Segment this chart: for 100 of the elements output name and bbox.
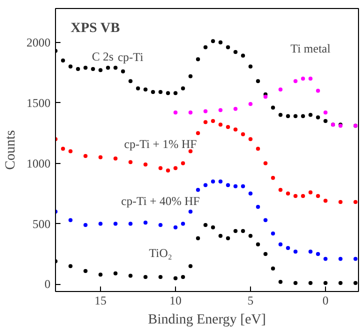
point [84, 222, 88, 227]
point [218, 179, 222, 184]
point [278, 88, 282, 92]
point [278, 112, 282, 117]
point [248, 64, 252, 69]
point [226, 183, 230, 188]
point [294, 281, 298, 286]
point [294, 250, 298, 254]
point [98, 155, 102, 160]
point [196, 57, 200, 62]
point [204, 183, 208, 188]
point [84, 66, 88, 70]
point [241, 229, 245, 234]
point [84, 268, 88, 273]
point [218, 40, 222, 44]
point [218, 234, 222, 238]
point [308, 190, 312, 194]
point [278, 242, 282, 246]
point [301, 114, 305, 118]
point [264, 218, 268, 222]
point [174, 276, 178, 280]
text: Ti metal [290, 42, 332, 56]
x-tick-label: 15 [94, 294, 106, 308]
point [308, 250, 312, 254]
point [256, 204, 260, 209]
point [301, 76, 305, 81]
point [61, 146, 65, 151]
point [196, 188, 200, 192]
point [136, 86, 140, 90]
series-label: cp-Ti [118, 50, 144, 64]
point [271, 176, 275, 180]
point [144, 88, 148, 92]
point [294, 114, 298, 118]
point [188, 74, 192, 78]
point [98, 272, 102, 277]
point [166, 91, 170, 96]
point [188, 110, 192, 115]
point [204, 120, 208, 124]
point [248, 192, 252, 196]
point [286, 246, 290, 250]
point [308, 76, 312, 81]
point [174, 225, 178, 230]
y-tick-label: 2000 [26, 35, 50, 50]
point [61, 58, 65, 62]
point [278, 188, 282, 192]
point [204, 45, 208, 50]
point [338, 281, 342, 286]
point [158, 274, 162, 279]
point [174, 91, 178, 96]
y-tick-label: 1000 [26, 156, 50, 170]
point [166, 168, 170, 173]
point [241, 184, 245, 188]
x-tick-label: 0 [322, 294, 328, 308]
point [68, 218, 72, 222]
point [264, 252, 268, 256]
point [128, 79, 132, 84]
point [128, 160, 132, 164]
point [234, 50, 238, 54]
point [316, 88, 320, 93]
point [128, 274, 132, 278]
point [68, 264, 72, 268]
point [308, 281, 312, 286]
point [234, 229, 238, 234]
point [324, 118, 328, 123]
x-axis-title: Binding Energy [eV] [148, 312, 266, 328]
point [226, 236, 230, 240]
point [144, 220, 148, 225]
point [114, 271, 118, 276]
point [354, 281, 358, 286]
point [188, 149, 192, 154]
point [324, 198, 328, 203]
point [338, 200, 342, 204]
point [174, 166, 178, 170]
point [211, 118, 215, 123]
point [158, 90, 162, 94]
point [248, 102, 252, 106]
annotation: XPS VB [70, 20, 120, 36]
point [174, 110, 178, 115]
point [114, 66, 118, 70]
point [211, 225, 215, 230]
point [226, 125, 230, 130]
point [324, 256, 328, 261]
point [264, 94, 268, 99]
point [188, 210, 192, 214]
point [286, 114, 290, 118]
point [241, 132, 245, 136]
point [128, 222, 132, 226]
point [294, 194, 298, 198]
point [234, 127, 238, 132]
point [144, 162, 148, 167]
point [256, 242, 260, 246]
point [76, 66, 80, 71]
point [354, 200, 358, 204]
point [204, 109, 208, 114]
point [264, 161, 268, 166]
point [241, 54, 245, 58]
point [114, 222, 118, 226]
point [151, 90, 155, 94]
x-tick-label: 10 [170, 294, 182, 308]
point [256, 79, 260, 84]
